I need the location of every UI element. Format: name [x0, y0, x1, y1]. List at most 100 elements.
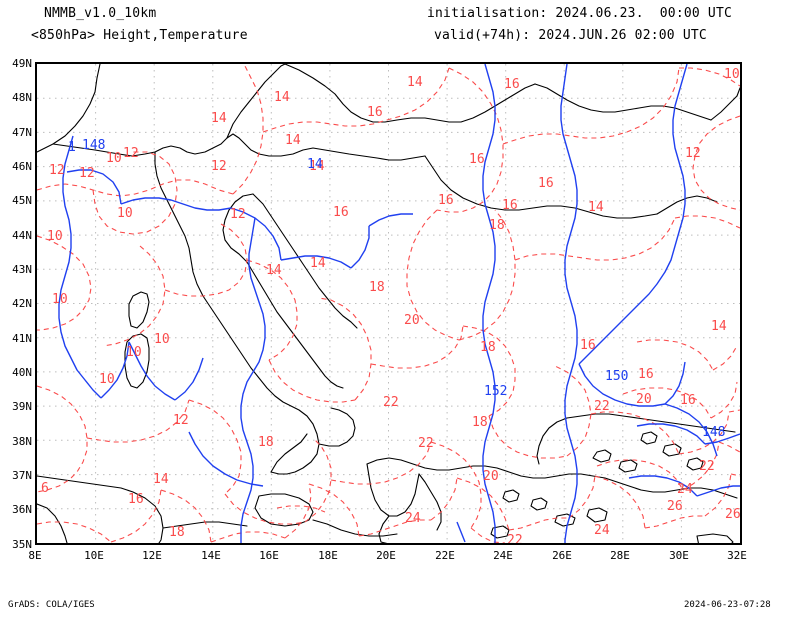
- temp-contour-label: 12: [123, 146, 139, 161]
- y-axis-tick: 48N: [12, 91, 32, 104]
- y-axis-tick: 47N: [12, 126, 32, 139]
- temp-contour-label: 6: [41, 481, 49, 496]
- x-axis-tick: 22E: [435, 549, 455, 562]
- temp-contour-label: 16: [438, 193, 454, 208]
- map-contour-canvas: [37, 64, 740, 543]
- height-contour-label: 14: [307, 157, 323, 172]
- y-axis-tick: 45N: [12, 194, 32, 207]
- temp-contour-label: 14: [588, 200, 604, 215]
- temp-contour-label: 14: [211, 111, 227, 126]
- y-axis-tick: 39N: [12, 400, 32, 413]
- height-contour-label: 148: [82, 138, 106, 153]
- temp-contour-label: 18: [480, 340, 496, 355]
- temp-contour-label: 16: [680, 393, 696, 408]
- y-axis-tick: 40N: [12, 366, 32, 379]
- y-axis-tick: 35N: [12, 538, 32, 551]
- temp-contour-label: 24: [594, 523, 610, 538]
- map-gridlines: [37, 64, 740, 543]
- height-contour-label: 152: [484, 384, 508, 399]
- temp-contour-label: 16: [580, 338, 596, 353]
- temp-contour-label: 22: [383, 395, 399, 410]
- y-axis-tick: 44N: [12, 229, 32, 242]
- height-contour-label: 150: [605, 369, 629, 384]
- render-timestamp: 2024-06-23-07:28: [684, 600, 771, 610]
- x-axis-tick: 18E: [318, 549, 338, 562]
- temp-contour-label: 10: [52, 292, 68, 307]
- x-axis-tick: 28E: [610, 549, 630, 562]
- temp-contour-label: 18: [472, 415, 488, 430]
- x-axis-tick: 10E: [84, 549, 104, 562]
- temp-contour-label: 18: [169, 525, 185, 540]
- temp-contour-label: 10: [99, 372, 115, 387]
- y-axis-tick: 49N: [12, 57, 32, 70]
- height-contour-label: 148: [702, 425, 726, 440]
- temp-contour-label: 16: [367, 105, 383, 120]
- x-axis-tick: 12E: [142, 549, 162, 562]
- x-axis-tick: 20E: [376, 549, 396, 562]
- y-axis-tick: 37N: [12, 469, 32, 482]
- temp-contour-label: 16: [469, 152, 485, 167]
- temp-contour-label: 14: [153, 472, 169, 487]
- grads-credit: GrADS: COLA/IGES: [8, 600, 95, 610]
- y-axis-tick: 41N: [12, 332, 32, 345]
- temperature-contours: [37, 65, 740, 543]
- temp-contour-label: 10: [154, 332, 170, 347]
- temp-contour-label: 26: [725, 507, 741, 522]
- temp-contour-label: 16: [538, 176, 554, 191]
- valid-time: valid(+74h): 2024.JUN.26 02:00 UTC: [434, 28, 707, 43]
- temp-contour-label: 14: [309, 159, 325, 174]
- temp-contour-label: 10: [117, 206, 133, 221]
- temp-contour-label: 14: [274, 90, 290, 105]
- temp-contour-label: 12: [211, 159, 227, 174]
- x-axis-tick: 30E: [669, 549, 689, 562]
- temp-contour-label: 12: [230, 207, 246, 222]
- temp-contour-label: 12: [173, 413, 189, 428]
- y-axis-tick: 38N: [12, 435, 32, 448]
- y-axis-tick: 43N: [12, 263, 32, 276]
- temp-contour-label: 10: [724, 67, 740, 82]
- x-axis-tick: 24E: [493, 549, 513, 562]
- temp-contour-label: 10: [47, 229, 63, 244]
- temp-contour-label: 14: [310, 256, 326, 271]
- model-title: NMMB_v1.0_10km: [44, 6, 157, 21]
- temp-contour-label: 14: [711, 319, 727, 334]
- x-axis-tick: 32E: [727, 549, 747, 562]
- temp-contour-label: 22: [418, 436, 434, 451]
- x-axis-tick: 16E: [259, 549, 279, 562]
- map-plot-area: 14 16 10 14 16 14 14 14 10 12 12 16 12 1…: [35, 62, 742, 545]
- temp-contour-label: 16: [502, 198, 518, 213]
- x-axis-tick: 14E: [201, 549, 221, 562]
- temp-contour-label: 14: [285, 133, 301, 148]
- temp-contour-label: 12: [79, 166, 95, 181]
- temp-contour-label: 10: [106, 151, 122, 166]
- temp-contour-label: 22: [507, 533, 523, 545]
- temp-contour-label: 16: [333, 205, 349, 220]
- temp-contour-label: 22: [699, 459, 715, 474]
- temp-contour-label: 16: [128, 492, 144, 507]
- y-axis-tick: 36N: [12, 503, 32, 516]
- temp-contour-label: 24: [677, 482, 693, 497]
- temp-contour-label: 24: [405, 511, 421, 526]
- height-contour-label: 1: [68, 140, 76, 155]
- temp-contour-label: 18: [489, 218, 505, 233]
- temp-contour-label: 16: [638, 367, 654, 382]
- temp-contour-label: 20: [483, 469, 499, 484]
- y-axis-tick: 46N: [12, 160, 32, 173]
- temp-contour-label: 10: [126, 345, 142, 360]
- height-contours: [58, 64, 740, 543]
- temp-contour-label: 20: [636, 392, 652, 407]
- initialisation-time: initialisation: 2024.06.23. 00:00 UTC: [427, 6, 733, 21]
- temp-contour-label: 16: [504, 77, 520, 92]
- x-axis-tick: 26E: [552, 549, 572, 562]
- map-coastlines-borders: [37, 64, 740, 543]
- temp-contour-label: 22: [594, 399, 610, 414]
- temp-contour-label: 20: [404, 313, 420, 328]
- temp-contour-label: 14: [407, 75, 423, 90]
- level-field-subtitle: <850hPa> Height,Temperature: [31, 28, 248, 43]
- temp-contour-label: 12: [49, 163, 65, 178]
- temp-contour-label: 18: [258, 435, 274, 450]
- x-axis-tick: 8E: [28, 549, 42, 562]
- temp-contour-label: 18: [369, 280, 385, 295]
- temp-contour-label: 14: [266, 263, 282, 278]
- y-axis-tick: 42N: [12, 297, 32, 310]
